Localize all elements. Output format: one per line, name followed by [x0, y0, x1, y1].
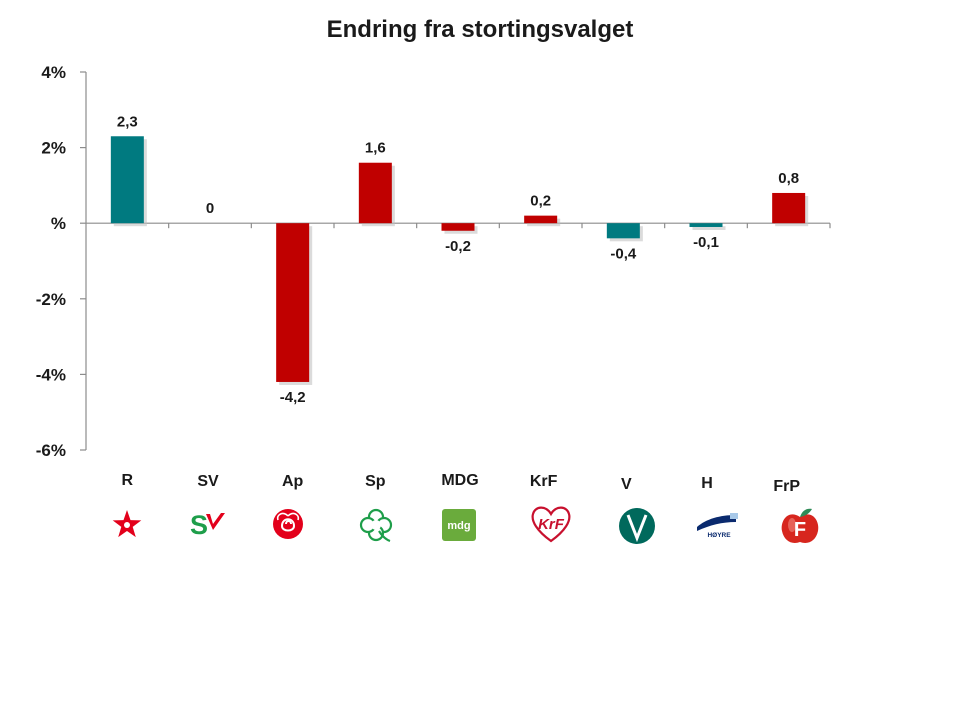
- y-tick-label: -2%: [36, 290, 66, 309]
- krf-logo-text: KrF: [538, 516, 565, 533]
- sv-s-glyph: S: [190, 510, 208, 540]
- sv-check-icon: [206, 513, 225, 530]
- category-label-sv: SV: [197, 473, 219, 490]
- y-tick-label: 2%: [41, 139, 66, 158]
- star-center-icon: [124, 522, 130, 528]
- hoyre-logo-text: HØYRE: [707, 532, 731, 539]
- krf-heart-logo: KrF: [531, 506, 571, 543]
- category-label-h: H: [701, 475, 713, 492]
- data-label-sv: 0: [206, 200, 214, 217]
- data-labels: 2,3 0 -4,2 1,6 -0,2 0,2 -0,4 -0,1 0,8: [117, 113, 799, 406]
- category-label-mdg: MDG: [441, 472, 478, 489]
- data-label-frp: 0,8: [778, 170, 799, 187]
- data-label-h: -0,1: [693, 234, 719, 251]
- sv-logo: S: [190, 510, 225, 540]
- y-tick-label: -6%: [36, 441, 66, 460]
- data-label-krf: 0,2: [530, 193, 551, 210]
- clover-icon: [378, 530, 391, 543]
- heart-icon: [531, 506, 571, 543]
- category-label-r: R: [122, 472, 134, 489]
- bars: [110, 136, 809, 385]
- y-tick-label: 4%: [41, 63, 66, 82]
- category-labels: R SV Ap Sp MDG KrF V H FrP: [122, 472, 801, 495]
- hoyre-wave-icon: [697, 515, 736, 531]
- chart-title: Endring fra stortingsvalget: [327, 16, 634, 43]
- clover-logo: [359, 508, 393, 543]
- bar-sp: [358, 162, 392, 224]
- bar-mdg: [441, 223, 475, 231]
- category-label-krf: KrF: [530, 473, 558, 490]
- category-label-ap: Ap: [282, 473, 304, 490]
- hoyre-logo: HØYRE: [697, 513, 738, 539]
- bar-ap: [276, 223, 310, 382]
- y-tick-label: -4%: [36, 365, 66, 384]
- rose-icon: [273, 509, 303, 539]
- data-label-mdg: -0,2: [445, 238, 471, 255]
- venstre-logo: [619, 508, 655, 544]
- category-label-sp: Sp: [365, 473, 386, 490]
- frp-apple-logo: F: [781, 508, 819, 543]
- bar-shadow: [692, 226, 726, 230]
- category-label-frp: FrP: [773, 478, 800, 495]
- red-star-logo: [112, 510, 142, 538]
- mdg-logo-text: mdg: [447, 520, 470, 532]
- category-label-v: V: [621, 476, 632, 493]
- data-label-r: 2,3: [117, 113, 138, 130]
- red-rose-logo: [273, 509, 303, 539]
- bar-frp: [772, 192, 806, 224]
- bar-h: [689, 223, 723, 227]
- data-label-ap: -4,2: [280, 389, 306, 406]
- bar-krf: [524, 215, 558, 224]
- bar-v: [606, 223, 640, 239]
- data-label-v: -0,4: [610, 245, 637, 262]
- frp-logo-text: F: [794, 519, 806, 541]
- bar-r: [110, 136, 144, 224]
- data-label-sp: 1,6: [365, 140, 386, 157]
- axes: 4% 2%% -2% -4% -6%: [36, 63, 831, 460]
- y-tick-label: %: [51, 214, 66, 233]
- mdg-logo: mdg: [442, 509, 476, 541]
- mdg-icon: [442, 509, 476, 541]
